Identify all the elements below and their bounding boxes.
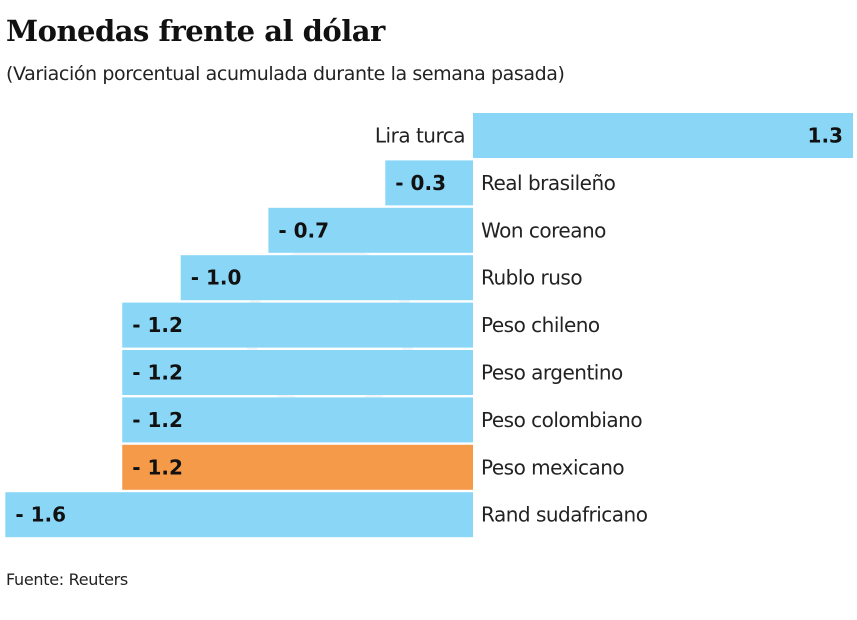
bar-peso-colombiano [122,397,474,443]
value-label: - 1.2 [132,408,183,432]
value-label: - 1.0 [191,266,242,290]
category-label: Peso mexicano [481,455,624,479]
source-note: Fuente: Reuters [6,570,128,589]
bar-won-coreano [268,207,473,253]
value-label: - 0.7 [278,218,329,242]
category-label: Real brasileño [481,171,616,195]
category-label: Lira turca [375,124,465,148]
value-label: - 1.2 [132,313,183,337]
bar-peso-argentino [122,350,474,395]
value-label: - 0.3 [395,171,446,195]
bar-lira-turca [473,113,853,158]
bar-rublo-ruso [180,255,473,301]
category-label: Peso colombiano [481,408,642,432]
category-label: Peso chileno [481,313,600,337]
value-label: - 1.2 [132,455,183,479]
category-label: Rand sudafricano [481,503,648,527]
bar-peso-chileno [122,302,474,348]
category-label: Rublo ruso [481,266,582,290]
bar-peso-mexicano [122,444,474,490]
chart-subtitle: (Variación porcentual acumulada durante … [6,63,565,85]
value-label: 1.3 [808,124,843,148]
bar-rand-sudafricano [5,492,473,538]
category-label: Peso argentino [481,361,623,385]
chart-title: Monedas frente al dólar [6,14,385,48]
value-label: - 1.2 [132,361,183,385]
bar-real-brasileño [385,160,473,206]
category-label: Won coreano [481,218,606,242]
value-label: - 1.6 [15,503,66,527]
